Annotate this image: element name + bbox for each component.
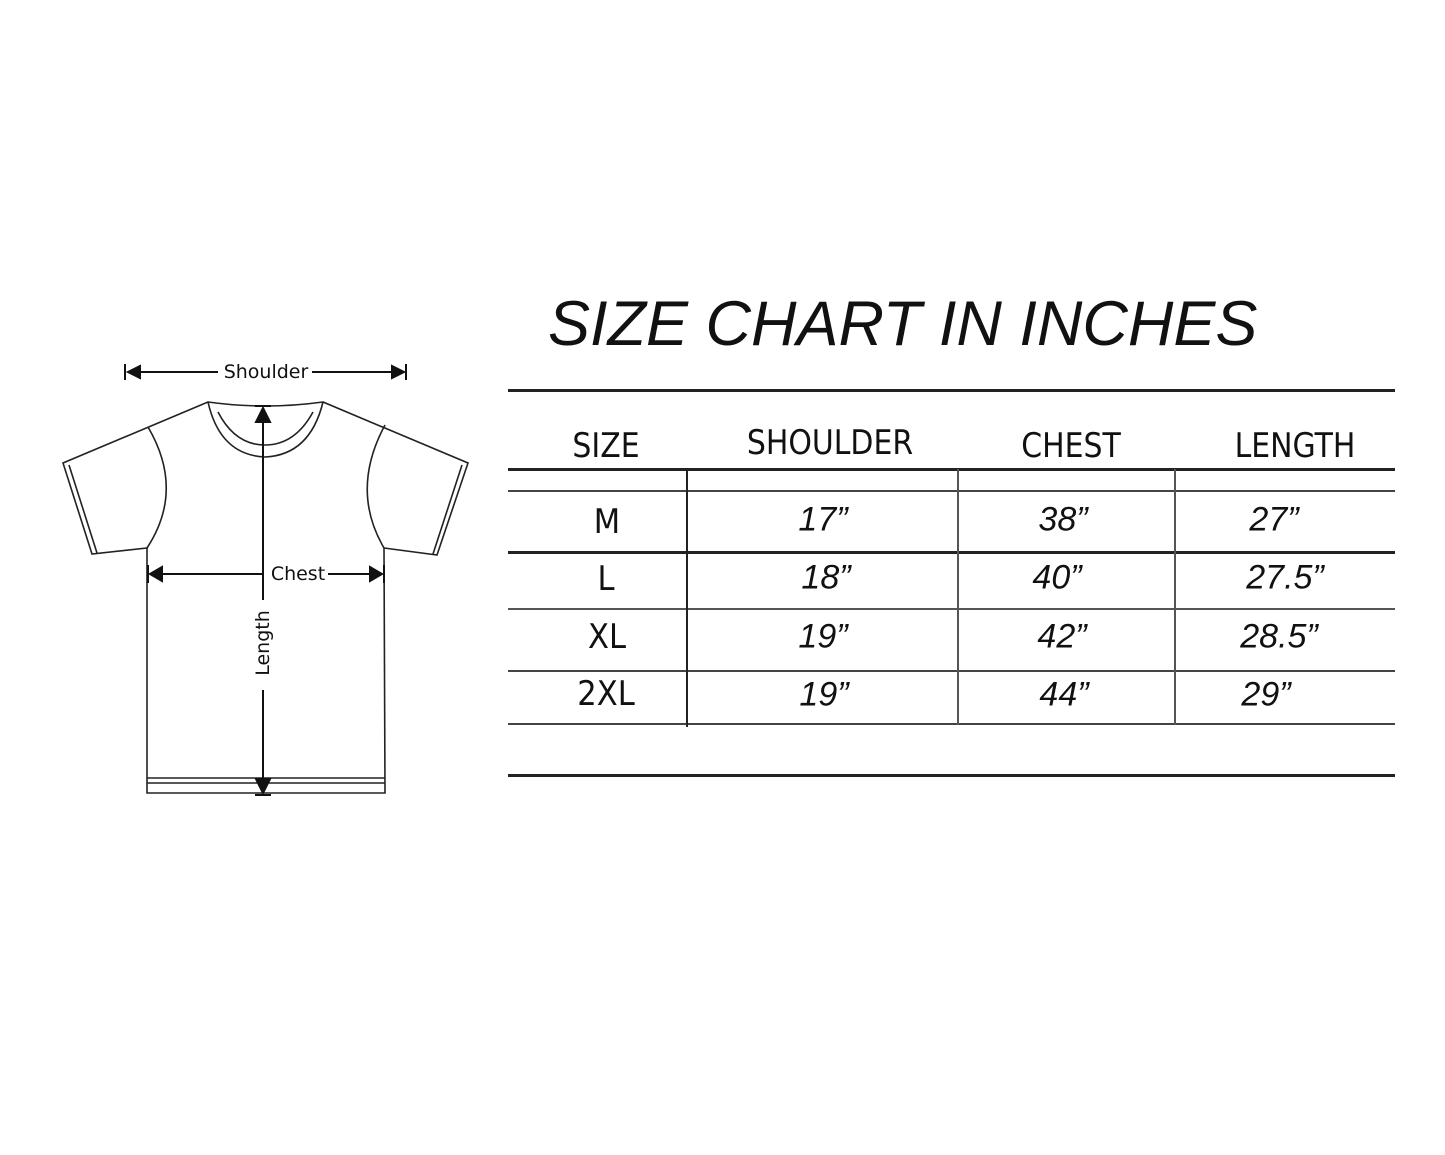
chest-cell: 44”	[1039, 675, 1089, 714]
table-rule	[508, 670, 1395, 672]
table-rule	[508, 551, 1395, 554]
shoulder-cell: 19”	[798, 617, 848, 656]
header-shoulder: SHOULDER	[746, 423, 914, 463]
size-cell: 2XL	[577, 674, 635, 714]
column-divider	[686, 469, 688, 727]
size-cell: XL	[587, 617, 627, 657]
table-rule	[508, 774, 1395, 777]
size-cell: M	[593, 502, 621, 542]
length-cell: 27”	[1249, 500, 1299, 539]
shoulder-label: Shoulder	[224, 361, 309, 383]
column-divider	[1174, 469, 1176, 725]
table-rule	[508, 490, 1395, 492]
chest-arrow	[147, 565, 385, 583]
header-chest: CHEST	[1021, 426, 1121, 466]
table-rule	[508, 608, 1395, 610]
shoulder-cell: 18”	[801, 558, 851, 597]
chart-title: SIZE CHART IN INCHES	[548, 289, 1258, 359]
length-cell: 28.5”	[1240, 617, 1318, 656]
table-rule	[508, 389, 1395, 392]
length-cell: 27.5”	[1246, 558, 1324, 597]
length-arrow	[254, 405, 272, 796]
table-rule	[508, 468, 1395, 471]
length-cell: 29”	[1241, 675, 1291, 714]
chest-cell: 38”	[1038, 500, 1088, 539]
tshirt-outline	[62, 401, 469, 794]
column-divider	[957, 469, 959, 725]
chest-cell: 42”	[1037, 617, 1087, 656]
size-cell: L	[597, 559, 615, 599]
shoulder-cell: 19”	[799, 675, 849, 714]
chest-cell: 40”	[1032, 558, 1082, 597]
shoulder-cell: 17”	[798, 500, 848, 539]
shoulder-arrow	[124, 364, 407, 380]
header-size: SIZE	[572, 426, 640, 466]
table-rule	[508, 723, 1395, 725]
chest-label: Chest	[271, 563, 325, 585]
length-label: Length	[252, 610, 274, 676]
header-length: LENGTH	[1234, 426, 1356, 466]
